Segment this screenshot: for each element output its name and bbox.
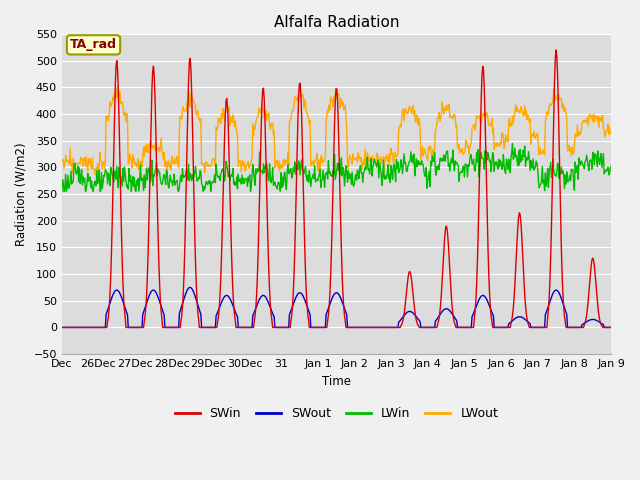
- SWin: [68, 324, 76, 330]
- SWin: [403, 283, 411, 289]
- Text: TA_rad: TA_rad: [70, 38, 117, 51]
- Line: LWin: LWin: [62, 144, 611, 192]
- SWout: [420, 324, 428, 330]
- SWin: [419, 324, 427, 330]
- SWin: [58, 324, 66, 330]
- SWout: [210, 324, 218, 330]
- Title: Alfalfa Radiation: Alfalfa Radiation: [274, 15, 399, 30]
- Line: LWout: LWout: [62, 87, 611, 175]
- Legend: SWin, SWout, LWin, LWout: SWin, SWout, LWin, LWout: [170, 402, 503, 425]
- X-axis label: Time: Time: [322, 374, 351, 387]
- LWin: [68, 181, 76, 187]
- LWin: [607, 164, 615, 169]
- Line: SWin: SWin: [62, 50, 611, 327]
- SWout: [58, 324, 66, 330]
- SWout: [124, 324, 132, 330]
- SWin: [607, 324, 615, 330]
- LWin: [509, 141, 516, 146]
- SWin: [209, 324, 217, 330]
- LWout: [126, 151, 134, 157]
- SWout: [68, 324, 76, 330]
- LWin: [58, 189, 66, 194]
- LWout: [421, 146, 429, 152]
- SWin: [124, 324, 132, 330]
- LWin: [180, 173, 188, 179]
- LWout: [404, 107, 412, 113]
- LWout: [607, 130, 615, 136]
- LWout: [182, 108, 189, 114]
- LWin: [419, 162, 427, 168]
- LWin: [209, 180, 217, 186]
- LWout: [114, 84, 122, 90]
- SWin: [180, 271, 188, 277]
- LWout: [92, 172, 99, 178]
- LWout: [58, 156, 66, 162]
- Y-axis label: Radiation (W/m2): Radiation (W/m2): [15, 142, 28, 246]
- SWout: [607, 324, 615, 330]
- SWout: [404, 309, 412, 315]
- LWin: [403, 168, 411, 174]
- Line: SWout: SWout: [62, 288, 611, 327]
- LWout: [211, 158, 218, 164]
- SWout: [186, 285, 194, 290]
- LWin: [124, 186, 132, 192]
- LWout: [68, 160, 76, 166]
- SWout: [180, 296, 188, 301]
- SWin: [552, 47, 560, 53]
